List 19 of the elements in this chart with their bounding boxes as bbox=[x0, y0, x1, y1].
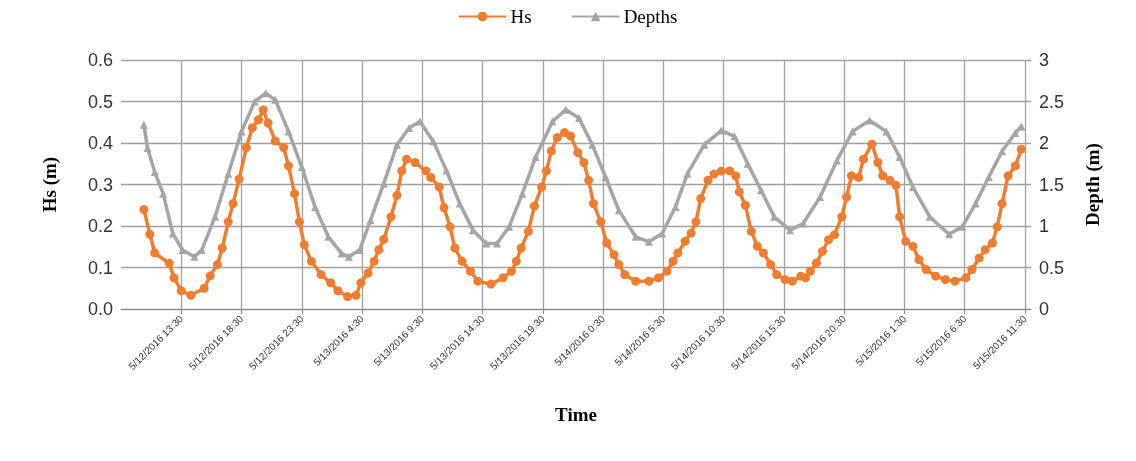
y-tick-label: 0.5 bbox=[87, 91, 113, 112]
y-tick-label: 0.0 bbox=[87, 299, 113, 319]
y2-tick-label: 1.5 bbox=[1039, 174, 1065, 195]
legend-label: Hs bbox=[510, 6, 532, 27]
y2-tick-label: 2.5 bbox=[1039, 91, 1065, 112]
legend-label: Depths bbox=[623, 6, 678, 27]
y-tick-label: 0.4 bbox=[87, 133, 113, 153]
y2-axis-title: Depth (m) bbox=[1082, 143, 1104, 226]
y-tick-label: 0.1 bbox=[87, 257, 113, 278]
y2-tick-label: 2 bbox=[1039, 133, 1050, 153]
y-tick-label: 0.6 bbox=[87, 50, 113, 70]
y2-tick-label: 1 bbox=[1039, 216, 1050, 236]
y2-tick-label: 3 bbox=[1039, 50, 1050, 70]
y-tick-label: 0.3 bbox=[87, 174, 113, 195]
x-axis-title: Time bbox=[555, 404, 597, 425]
y-tick-label: 0.2 bbox=[87, 216, 113, 236]
y-axis-title: Hs (m) bbox=[39, 156, 61, 213]
y2-tick-label: 0.5 bbox=[1039, 257, 1065, 278]
y2-tick-label: 0 bbox=[1039, 299, 1050, 319]
